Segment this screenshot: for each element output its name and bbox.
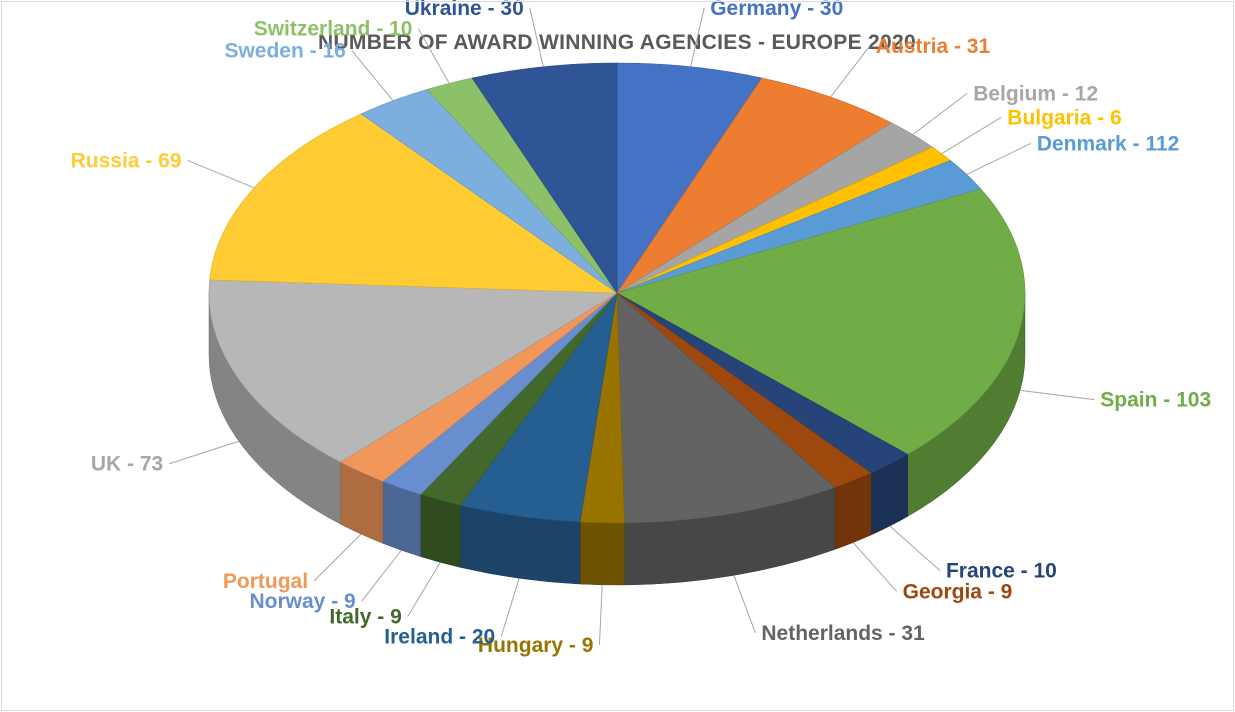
leader-line-ireland (500, 578, 520, 637)
chart-title: NUMBER OF AWARD WINNING AGENCIES - EUROP… (318, 31, 916, 54)
slice-label-italy: Italy - 9 (329, 605, 401, 628)
slice-label-ukraine: Ukraine - 30 (405, 0, 524, 20)
leader-line-switzerland (417, 28, 450, 84)
slice-label-hungary: Hungary - 9 (478, 634, 594, 657)
leader-line-norway (361, 549, 402, 602)
slice-netherlands (616, 292, 836, 524)
slice-label-russia: Russia - 69 (71, 149, 182, 172)
leader-line-bulgaria (941, 116, 1002, 155)
slice-label-portugal: Portugal (223, 570, 308, 593)
slice-austria (616, 77, 893, 294)
slice-label-switzerland: Switzerland - 10 (254, 18, 413, 41)
slice-label-austria: Austria - 31 (876, 35, 991, 58)
leader-line-netherlands (733, 575, 756, 634)
slice-side-hungary (579, 521, 625, 586)
slice-label-bulgaria: Bulgaria - 6 (1007, 106, 1121, 129)
slice-label-ireland: Ireland - 20 (384, 626, 495, 649)
slice-label-norway: Norway - 9 (250, 590, 356, 613)
slice-label-uk: UK - 73 (91, 453, 163, 476)
slice-spain (616, 188, 1026, 455)
leader-line-denmark (966, 143, 1032, 175)
leader-line-sweden (351, 50, 394, 102)
slice-label-denmark: Denmark - 112 (1037, 132, 1179, 155)
leader-line-spain (1020, 389, 1095, 401)
slice-labels: Germany - 30 Austria - 31 Belgium - 12Bulg… (71, 0, 1212, 657)
slice-label-sweden: Sweden - 16 (224, 40, 345, 63)
slice-label-spain: Spain - 103 (1100, 389, 1211, 412)
leader-line-russia (187, 159, 255, 189)
leader-line-uk (169, 440, 239, 465)
pie-slices (208, 62, 1026, 524)
slice-germany (616, 62, 763, 294)
slice-label-belgium: Belgium - 12 (973, 82, 1098, 105)
slice-label-france: France - 10 (946, 560, 1057, 583)
leader-line-italy (407, 562, 441, 617)
leader-line-georgia (852, 542, 897, 592)
leader-line-belgium (912, 92, 968, 136)
leader-line-ukraine (529, 7, 544, 67)
leader-line-portugal (313, 533, 362, 582)
slice-ukraine (471, 62, 618, 294)
leader-line-germany (690, 7, 705, 67)
slice-label-netherlands: Netherlands - 31 (761, 622, 925, 645)
slice-label-georgia: Georgia - 9 (903, 580, 1013, 603)
leader-line-france (889, 525, 941, 572)
slice-side-italy (420, 494, 461, 568)
slice-uk (208, 279, 619, 463)
pie-sides (208, 292, 1026, 586)
slice-label-germany: Germany - 30 (710, 0, 843, 20)
leader-line-hungary (598, 584, 603, 645)
slice-russia (209, 113, 618, 294)
leader-line-austria (830, 45, 871, 98)
leader-lines (169, 7, 1095, 645)
